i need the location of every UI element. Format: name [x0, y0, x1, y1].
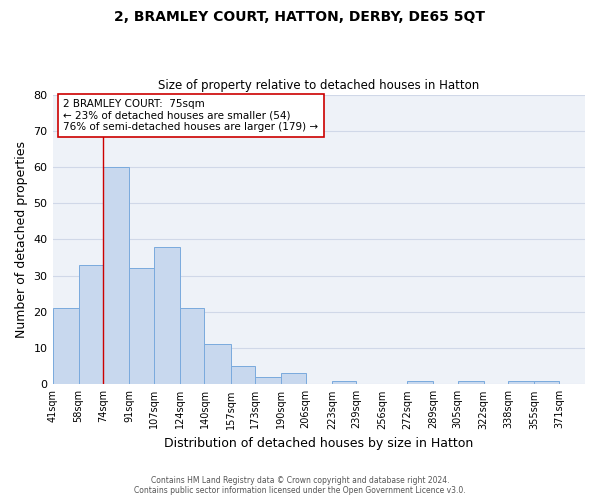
Bar	[458, 380, 484, 384]
Bar	[508, 380, 535, 384]
Bar	[53, 308, 79, 384]
Bar	[407, 380, 433, 384]
Text: 2, BRAMLEY COURT, HATTON, DERBY, DE65 5QT: 2, BRAMLEY COURT, HATTON, DERBY, DE65 5Q…	[115, 10, 485, 24]
Title: Size of property relative to detached houses in Hatton: Size of property relative to detached ho…	[158, 79, 479, 92]
Bar	[230, 366, 255, 384]
X-axis label: Distribution of detached houses by size in Hatton: Distribution of detached houses by size …	[164, 437, 473, 450]
Bar	[281, 374, 306, 384]
Text: 2 BRAMLEY COURT:  75sqm
← 23% of detached houses are smaller (54)
76% of semi-de: 2 BRAMLEY COURT: 75sqm ← 23% of detached…	[63, 99, 319, 132]
Bar	[535, 380, 559, 384]
Bar	[103, 167, 129, 384]
Bar	[332, 380, 356, 384]
Text: Contains HM Land Registry data © Crown copyright and database right 2024.
Contai: Contains HM Land Registry data © Crown c…	[134, 476, 466, 495]
Bar	[255, 377, 281, 384]
Bar	[180, 308, 205, 384]
Y-axis label: Number of detached properties: Number of detached properties	[15, 141, 28, 338]
Bar	[129, 268, 154, 384]
Bar	[205, 344, 230, 385]
Bar	[154, 246, 180, 384]
Bar	[79, 265, 103, 384]
